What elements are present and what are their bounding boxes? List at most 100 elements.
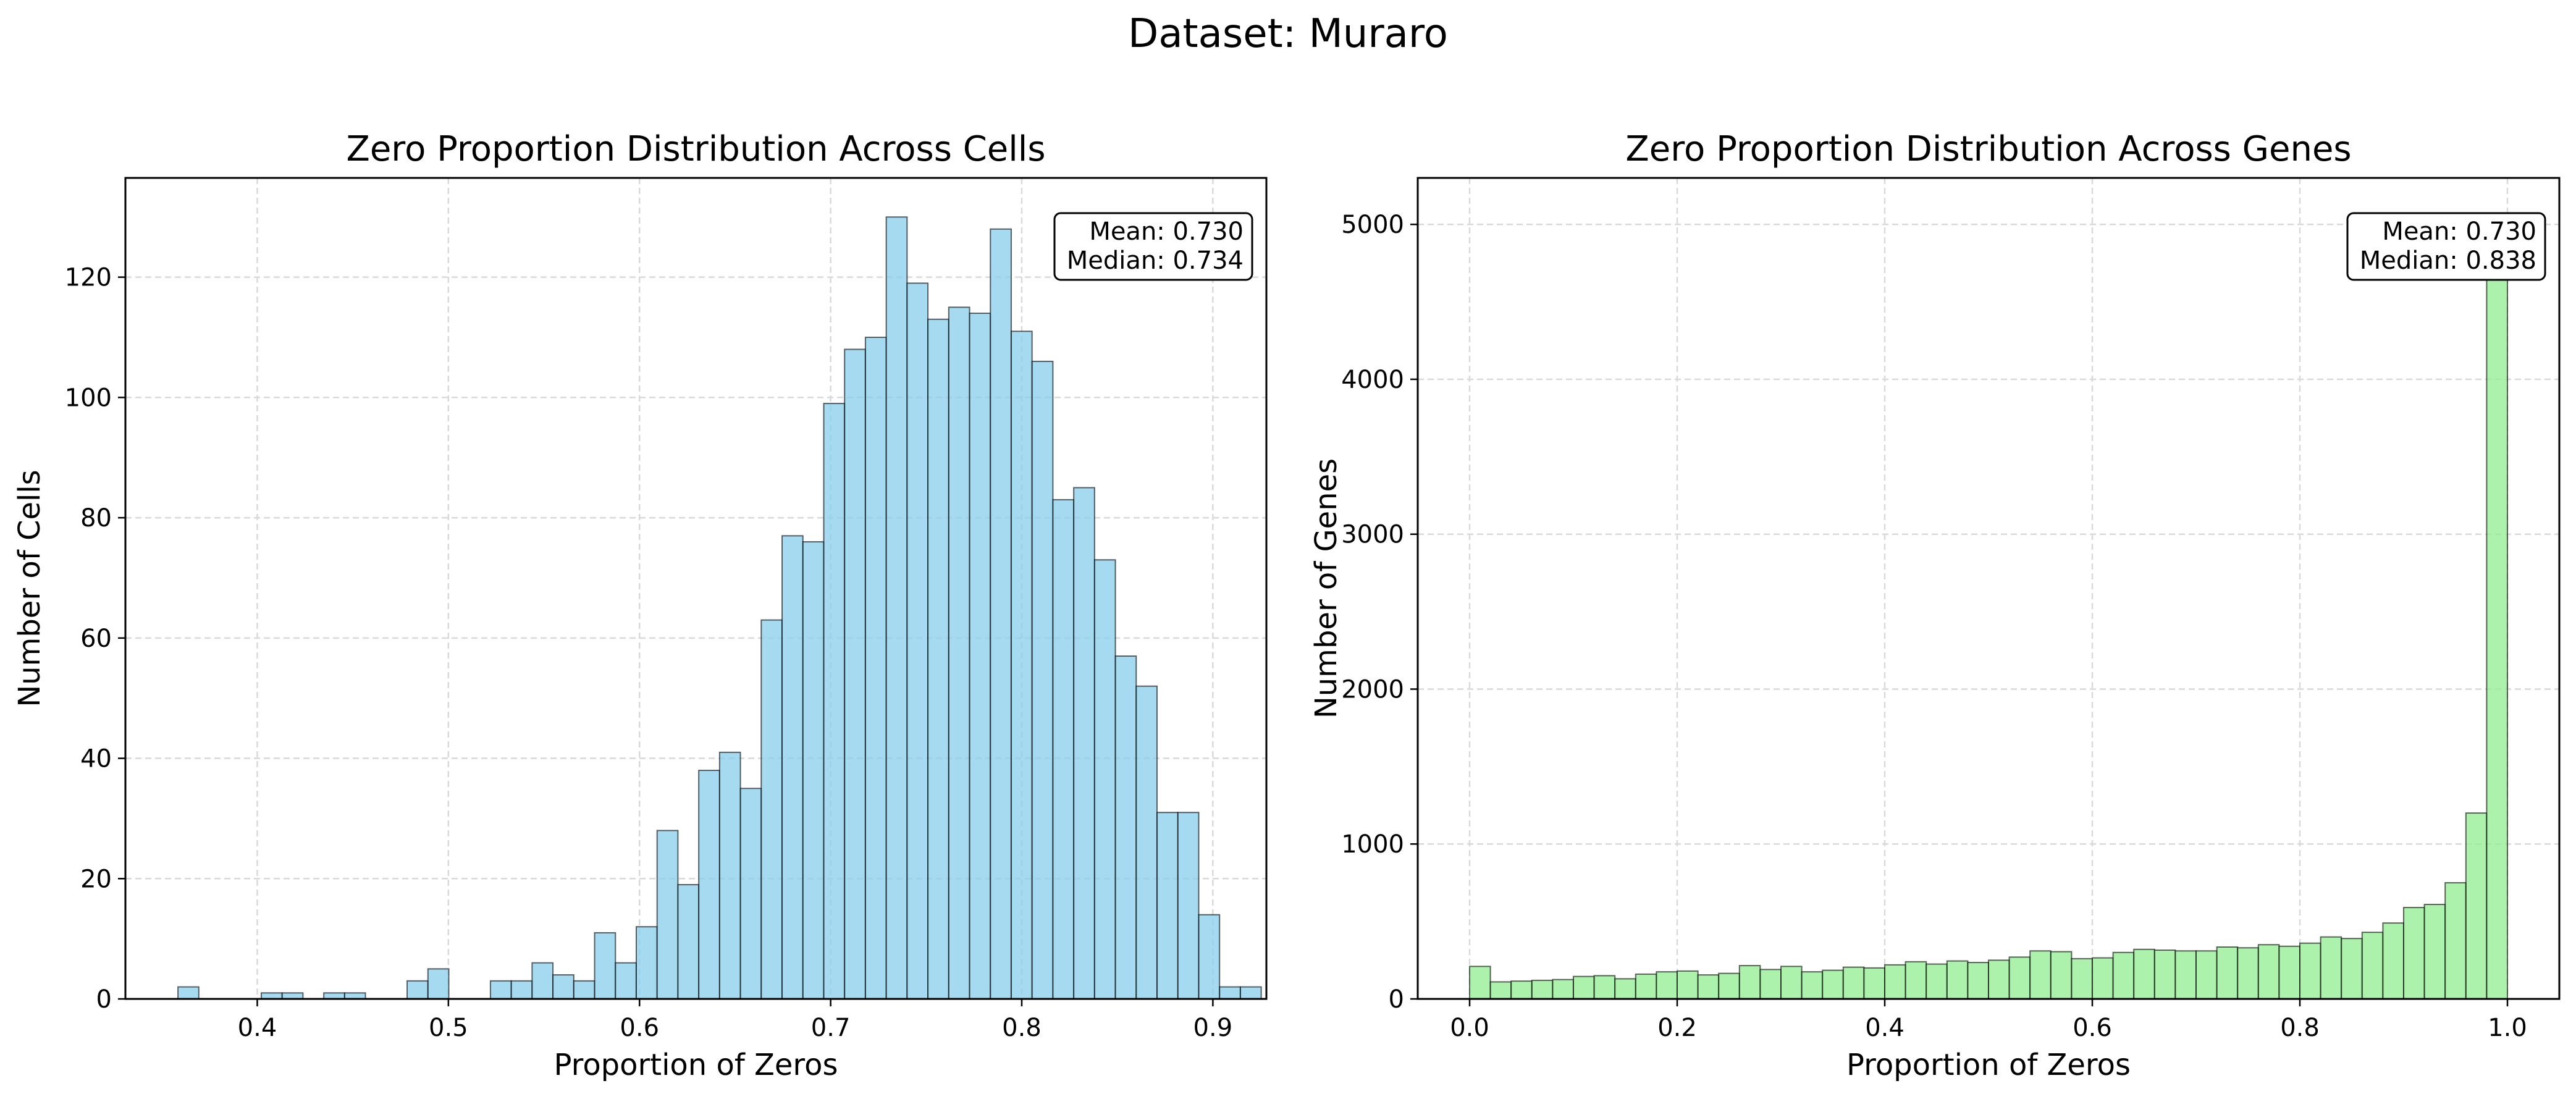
genes-histogram-bar [1926, 963, 1948, 1000]
genes-histogram-bar [1967, 962, 1990, 1000]
genes-histogram-bar [2216, 946, 2239, 1000]
genes-histogram-bar [2237, 947, 2259, 1000]
cells-histogram-bar [739, 788, 762, 1000]
cells-histogram-bar [615, 962, 637, 1000]
cells-histogram-bar [677, 884, 700, 1000]
genes-histogram-bar [2403, 907, 2425, 1000]
genes-histogram-bar [2444, 882, 2467, 1000]
cells-histogram-bar [802, 541, 825, 1000]
cells-x-tick-label: 0.7 [811, 1014, 851, 1042]
genes-histogram-bar [2133, 948, 2155, 1000]
cells-histogram-bar [594, 932, 617, 1000]
genes-histogram-bar [1946, 960, 1969, 1000]
genes-histogram-bar [1531, 979, 1554, 1000]
cells-y-tick-label: 120 [65, 264, 112, 292]
genes-x-tick-label: 0.2 [1657, 1014, 1697, 1042]
genes-histogram-bar [1573, 975, 1595, 1000]
cells-histogram-bar [927, 318, 949, 1000]
genes-y-tick-label: 4000 [1341, 366, 1404, 394]
genes-histogram-bar [2174, 950, 2197, 1000]
genes-x-tick-label: 0.0 [1450, 1014, 1489, 1042]
genes-histogram-bar [2341, 938, 2363, 1000]
cells-histogram-bar [781, 535, 804, 1000]
cells-y-tick-label: 100 [65, 384, 112, 412]
genes-histogram-bar [2112, 951, 2135, 1000]
cells-histogram-bar [1219, 986, 1241, 1000]
cells-histogram-bar [1198, 914, 1221, 1000]
genes-histogram-bar [2153, 950, 2176, 1000]
genes-histogram-bar [2092, 957, 2114, 1000]
cells-histogram-bar [427, 968, 450, 1000]
genes-histogram-bar [1593, 975, 1616, 1000]
cells-chart-title: Zero Proportion Distribution Across Cell… [346, 129, 1045, 169]
cells-histogram-bar [552, 974, 575, 1000]
genes-histogram-bar [2382, 922, 2405, 1000]
genes-histogram-bar [2008, 956, 2031, 1000]
genes-histogram-bar [2299, 942, 2321, 1000]
genes-histogram-bar [1738, 965, 1761, 1000]
genes-x-tick-label: 0.8 [2280, 1014, 2320, 1042]
genes-histogram-bar [1884, 964, 1906, 1000]
cells-histogram-bar [573, 980, 596, 1000]
cells-histogram-bar [1073, 487, 1095, 1000]
cells-histogram-bar [885, 216, 908, 1000]
cells-histogram-bar [823, 403, 846, 1000]
cells-stats-box [1053, 212, 1253, 281]
genes-histogram-bar [2257, 944, 2280, 1000]
cells-y-axis-label: Number of Cells [12, 469, 47, 707]
cells-histogram-bar [1031, 360, 1054, 1000]
figure-suptitle: Dataset: Muraro [1128, 11, 1448, 57]
genes-histogram-bar [2195, 950, 2218, 1000]
genes-histogram-chart: 0.0 0.2 0.4 0.6 0.8 1.0 0 1000 2000 3000 4000 5000 Z… [1309, 129, 2561, 1082]
cells-histogram-chart: 0.4 0.5 0.6 0.7 0.8 0.9 0 20 40 60 80 100 120 Zero Pr… [12, 129, 1268, 1082]
cells-x-tick-label: 0.9 [1193, 1014, 1233, 1042]
cells-histogram-bar [510, 980, 533, 1000]
cells-x-tick-label: 0.5 [429, 1014, 468, 1042]
cells-histogram-bar [531, 962, 554, 1000]
genes-histogram-bar [1656, 971, 1678, 1000]
cells-histogram-bar [635, 926, 658, 1000]
genes-histogram-bar [2278, 945, 2301, 1000]
genes-histogram-bar [2029, 950, 2052, 1000]
genes-histogram-bar [1905, 961, 1927, 1000]
genes-histogram-bar [1697, 974, 1720, 1000]
genes-histogram-bar [1780, 966, 1803, 1000]
genes-stats-mean: Mean: 0.730 [2382, 217, 2536, 246]
genes-y-tick-label: 0 [1389, 985, 1404, 1014]
genes-histogram-bar [1718, 972, 1740, 1000]
cells-y-tick-label: 80 [80, 504, 112, 533]
cells-y-tick-label: 20 [80, 865, 112, 893]
genes-x-tick-label: 1.0 [2488, 1014, 2527, 1042]
cells-histogram-bar [1177, 812, 1200, 1000]
genes-stats-box [2346, 212, 2546, 281]
genes-stats-median: Median: 0.838 [2360, 246, 2536, 275]
genes-histogram-bar [2465, 812, 2488, 1000]
cells-stats-mean: Mean: 0.730 [1089, 217, 1244, 246]
genes-y-tick-label: 1000 [1341, 830, 1404, 859]
genes-y-tick-label: 2000 [1341, 675, 1404, 704]
genes-histogram-bar [2050, 951, 2073, 1000]
cells-axes-frame [124, 177, 1268, 1000]
genes-histogram-bar [2071, 958, 2094, 1000]
genes-histogram-bar [1552, 979, 1574, 1000]
cells-histogram-bar [760, 619, 783, 1000]
cells-histogram-bar [1114, 655, 1137, 1000]
cells-x-axis-label: Proportion of Zeros [554, 1048, 838, 1082]
genes-histogram-bar [2320, 936, 2342, 1000]
genes-histogram-bar [1635, 973, 1657, 1000]
cells-histogram-bar [864, 337, 887, 1000]
genes-histogram-bar [2486, 239, 2509, 1000]
cells-histogram-bar [1093, 559, 1116, 1000]
cells-histogram-bar [1239, 986, 1262, 1000]
genes-histogram-bar [1988, 959, 2010, 1000]
genes-y-axis-label: Number of Genes [1309, 458, 1344, 718]
cells-histogram-bar [718, 751, 741, 1000]
genes-histogram-bar [1510, 980, 1533, 1000]
genes-histogram-bar [2361, 932, 2384, 1000]
cells-histogram-bar [1010, 331, 1033, 1000]
cells-x-tick-label: 0.4 [238, 1014, 277, 1042]
genes-histogram-bar [1489, 981, 1512, 1000]
cells-histogram-bar [489, 980, 512, 1000]
cells-histogram-bar [177, 986, 200, 1000]
